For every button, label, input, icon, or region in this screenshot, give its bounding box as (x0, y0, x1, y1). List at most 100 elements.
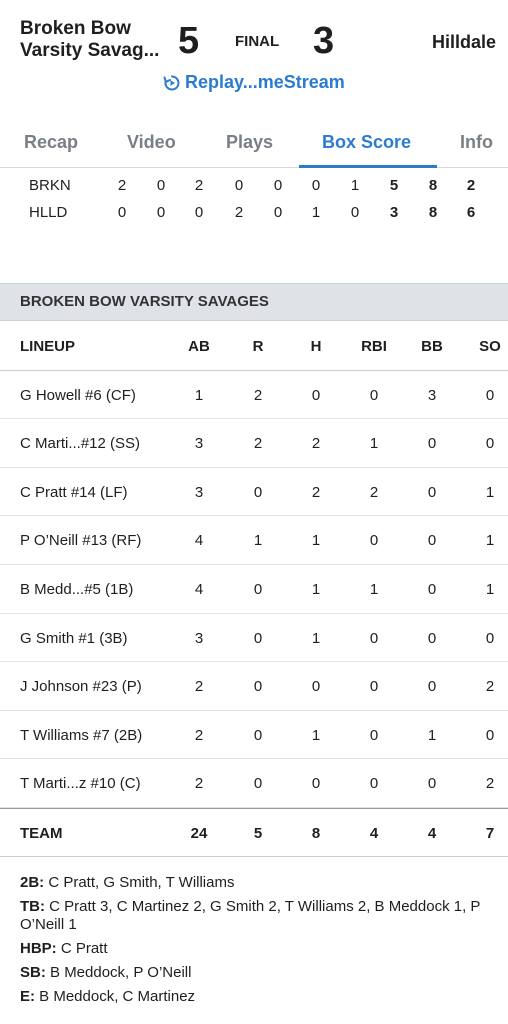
inning-score: 0 (273, 204, 283, 221)
note-hit-by-pitch: HBP: C Pratt (20, 940, 490, 958)
stat-bb: 0 (427, 678, 437, 696)
col-header-rbi: RBI (361, 338, 387, 355)
table-row[interactable]: G Howell #6 (CF) 1 2 0 0 3 0 (0, 371, 508, 420)
table-row[interactable]: P O’Neill #13 (RF) 4 1 1 0 0 1 (0, 516, 508, 565)
tab-video[interactable]: Video (127, 132, 176, 152)
player-name: G Smith #1 (3B) (20, 629, 128, 647)
stat-h: 0 (311, 678, 321, 696)
stat-so: 0 (485, 435, 495, 453)
inning-score: 0 (273, 177, 283, 194)
team-totals-row: TEAM 24 5 8 4 4 7 (0, 808, 508, 857)
note-text: C Pratt, G Smith, T Williams (48, 874, 235, 891)
stat-ab: 3 (194, 483, 204, 501)
stat-h: 1 (311, 726, 321, 744)
inning-score: 0 (194, 204, 204, 221)
stat-rbi: 0 (369, 726, 379, 744)
stat-r: 2 (253, 386, 263, 404)
table-row[interactable]: J Johnson #23 (P) 2 0 0 0 0 2 (0, 662, 508, 711)
tab-bar: Recap Video Plays Box Score Info (0, 118, 508, 168)
inning-score: 0 (350, 204, 360, 221)
stat-h: 1 (311, 581, 321, 598)
home-team-name[interactable]: Hilldale (432, 32, 497, 52)
runs-total: 3 (389, 204, 399, 221)
replay-label: Replay...meStream (185, 72, 345, 92)
errors-total: 6 (466, 204, 476, 221)
stat-bb: 0 (427, 775, 437, 793)
hits-total: 8 (428, 177, 438, 194)
stat-r: 0 (253, 726, 263, 744)
note-text: C Pratt 3, C Martinez 2, G Smith 2, T Wi… (20, 898, 481, 933)
away-team-line2: Varsity Savag... (20, 40, 160, 61)
player-name: C Marti...#12 (SS) (20, 435, 141, 453)
note-label: 2B: (20, 874, 45, 891)
home-score: 3 (313, 20, 335, 62)
stat-r: 0 (253, 483, 263, 501)
player-name: T Marti...z #10 (C) (20, 775, 141, 793)
stat-r: 0 (253, 775, 263, 793)
game-header: Broken Bow Varsity Savag... 5 FINAL 3 Hi… (0, 0, 508, 110)
player-name: T Williams #7 (2B) (20, 726, 143, 744)
errors-total: 2 (466, 177, 476, 194)
linescore-team: BRKN (29, 177, 71, 194)
team-label: TEAM (20, 825, 63, 842)
stat-rbi: 1 (369, 435, 379, 453)
inning-score: 2 (234, 204, 244, 221)
stat-ab: 2 (194, 726, 204, 744)
tab-info[interactable]: Info (460, 132, 493, 152)
stat-bb: 0 (427, 435, 437, 453)
stat-bb: 0 (427, 483, 437, 501)
stat-rbi: 0 (369, 678, 379, 696)
stat-rbi: 0 (369, 532, 379, 550)
table-row[interactable]: T Marti...z #10 (C) 2 0 0 0 0 2 (0, 759, 508, 808)
stat-r: 1 (253, 532, 263, 550)
tab-box-score[interactable]: Box Score (322, 132, 412, 152)
stat-ab: 1 (194, 386, 204, 404)
stat-rbi: 0 (369, 775, 379, 793)
stat-bb: 3 (427, 386, 437, 404)
note-errors: E: B Meddock, C Martinez (20, 988, 490, 1006)
note-text: C Pratt (60, 940, 108, 957)
col-header-lineup: LINEUP (20, 338, 76, 355)
replay-icon (163, 74, 181, 92)
linescore-row: HLLD 0 0 0 2 0 1 0 3 8 6 (0, 200, 508, 226)
away-team-line1: Broken Bow (20, 18, 131, 39)
table-row[interactable]: C Marti...#12 (SS) 3 2 2 1 0 0 (0, 419, 508, 468)
stat-so: 0 (485, 386, 495, 404)
inning-score: 0 (156, 177, 166, 194)
stat-bb: 0 (427, 581, 437, 598)
stat-ab: 3 (194, 629, 204, 647)
note-label: HBP: (20, 940, 57, 957)
note-doubles: 2B: C Pratt, G Smith, T Williams (20, 874, 490, 892)
stat-so: 1 (485, 581, 495, 598)
linescore-row: BRKN 2 0 2 0 0 0 1 5 8 2 (0, 173, 508, 199)
stat-rbi: 0 (369, 386, 379, 404)
table-row[interactable]: B Medd...#5 (1B) 4 0 1 1 0 1 (0, 565, 508, 614)
note-stolen-bases: SB: B Meddock, P O’Neill (20, 964, 490, 982)
tab-recap[interactable]: Recap (24, 132, 79, 152)
note-label: E: (20, 988, 35, 1005)
stat-rbi: 0 (369, 629, 379, 647)
total-h: 8 (311, 825, 321, 842)
stat-h: 1 (311, 532, 321, 550)
inning-score: 2 (117, 177, 127, 194)
table-row[interactable]: G Smith #1 (3B) 3 0 1 0 0 0 (0, 614, 508, 663)
replay-link[interactable]: Replay...meStream (163, 72, 345, 93)
stat-so: 1 (485, 483, 495, 501)
note-text: B Meddock, C Martinez (39, 988, 196, 1005)
note-label: SB: (20, 964, 46, 981)
table-row[interactable]: C Pratt #14 (LF) 3 0 2 2 0 1 (0, 468, 508, 517)
stat-so: 1 (485, 532, 495, 550)
stat-rbi: 1 (369, 581, 379, 598)
tab-plays[interactable]: Plays (226, 132, 274, 152)
stat-bb: 0 (427, 629, 437, 647)
table-row[interactable]: T Williams #7 (2B) 2 0 1 0 1 0 (0, 711, 508, 760)
inning-score: 1 (311, 204, 321, 221)
team-section-title: BROKEN BOW VARSITY SAVAGES (0, 283, 508, 321)
inning-score: 0 (117, 204, 127, 221)
hits-total: 8 (428, 204, 438, 221)
col-header-h: H (310, 338, 322, 355)
stat-r: 0 (253, 581, 263, 598)
away-team-name[interactable]: Broken Bow Varsity Savag... (20, 18, 170, 62)
total-bb: 4 (427, 825, 437, 842)
inning-score: 2 (194, 177, 204, 194)
